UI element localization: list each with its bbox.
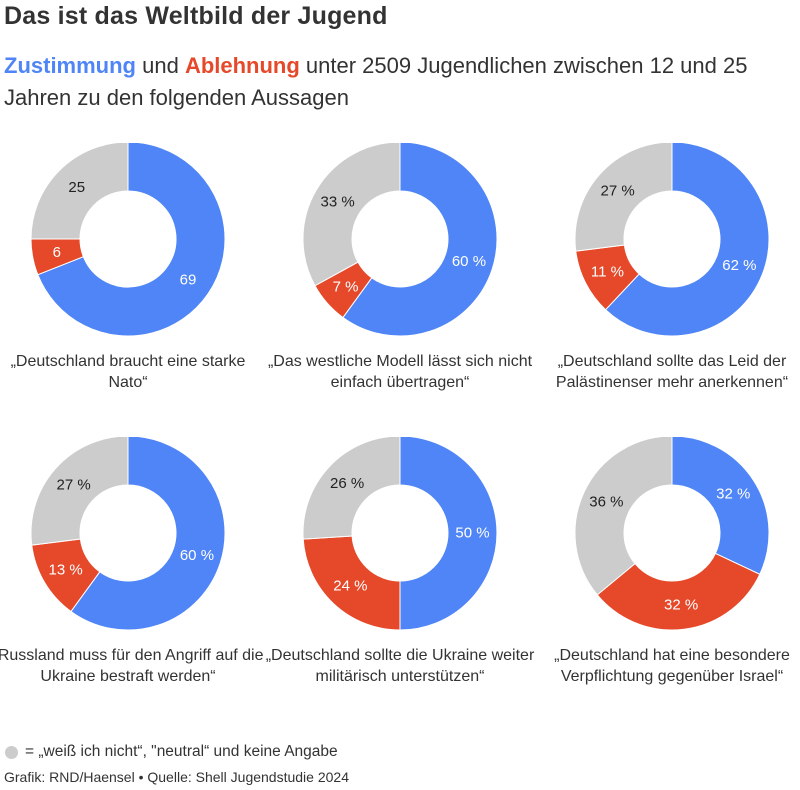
- slice-label-ablehnung: 6: [53, 244, 61, 261]
- slice-zustimmung: [604, 143, 770, 337]
- donut-chart: 69 6 25 „Deutschland braucht eine starke Na…: [0, 143, 264, 428]
- subtitle-and: und: [136, 53, 185, 78]
- slice-neutral: [574, 437, 673, 596]
- slice-neutral: [574, 143, 673, 252]
- donut-chart: 62 % 11 % 27 % „Deutschland sollte das Leid…: [536, 143, 800, 428]
- subtitle-disagree-label: Ablehnung: [184, 53, 300, 78]
- slice-zustimmung: [671, 437, 770, 575]
- slice-zustimmung: [70, 437, 226, 631]
- legend: = „weiß ich nicht“, "neutral“ und keine …: [4, 743, 338, 761]
- donut-chart: 60 % 13 % 27 % „Russland muss für den Angri…: [0, 437, 264, 722]
- slice-label-neutral: 33 %: [320, 194, 354, 211]
- slice-label-ablehnung: 13 %: [48, 561, 82, 578]
- donut-chart: 50 % 24 % 26 % „Deutschland sollte die Ukra…: [264, 437, 536, 722]
- slice-zustimmung: [37, 143, 226, 337]
- subtitle-agree-label: Zustimmung: [4, 53, 136, 78]
- subtitle: Zustimmung und Ablehnung unter 2509 Juge…: [4, 50, 794, 114]
- slice-neutral: [302, 143, 401, 287]
- slice-ablehnung: [302, 535, 401, 631]
- slice-label-zustimmung: 60 %: [452, 253, 486, 270]
- slice-label-neutral: 27 %: [57, 477, 91, 494]
- slice-neutral: [302, 437, 401, 540]
- statement-caption: „Das westliche Modell lässt sich nicht e…: [267, 353, 533, 391]
- slice-label-zustimmung: 50 %: [455, 525, 489, 542]
- donut-svg: 50 % 24 % 26 %: [302, 437, 498, 631]
- donut-chart: 60 % 7 % 33 % „Das westliche Modell lässt s…: [264, 143, 536, 428]
- slice-label-zustimmung: 69: [180, 271, 197, 288]
- statement-caption: „Russland muss für den Angriff auf die U…: [0, 647, 264, 685]
- slice-ablehnung: [596, 552, 761, 631]
- donut-svg: 32 % 32 % 36 %: [574, 437, 770, 631]
- slice-label-neutral: 25: [68, 179, 85, 196]
- subtitle-rest: unter 2509 Jugendlichen zwischen 12 und …: [4, 53, 748, 110]
- slice-label-neutral: 36 %: [589, 494, 623, 511]
- page-title: Das ist das Weltbild der Jugend: [4, 2, 388, 30]
- statement-caption: „Deutschland hat eine besondere Verpflic…: [554, 647, 790, 685]
- statement-caption: „Deutschland braucht eine starke Nato“: [10, 353, 246, 391]
- statement-caption: „Deutschland sollte die Ukraine weiter m…: [265, 647, 535, 685]
- slice-zustimmung: [342, 143, 498, 337]
- slice-label-neutral: 27 %: [601, 183, 635, 200]
- donut-svg: 60 % 7 % 33 %: [302, 143, 498, 337]
- slice-zustimmung: [399, 437, 498, 631]
- donut-svg: 60 % 13 % 27 %: [30, 437, 226, 631]
- slice-label-ablehnung: 11 %: [591, 263, 624, 280]
- slice-neutral: [30, 143, 129, 240]
- slice-label-zustimmung: 62 %: [722, 257, 756, 274]
- donut-svg: 62 % 11 % 27 %: [574, 143, 770, 337]
- slice-label-ablehnung: 32 %: [664, 596, 698, 613]
- neutral-legend-dot: [5, 745, 18, 759]
- slice-label-ablehnung: 7 %: [333, 278, 359, 295]
- slice-label-zustimmung: 60 %: [180, 547, 214, 564]
- statement-caption: „Deutschland sollte das Leid der Palästi…: [555, 353, 789, 391]
- donut-svg: 69 6 25: [30, 143, 226, 337]
- donut-chart: 32 % 32 % 36 % „Deutschland hat eine besond…: [536, 437, 800, 722]
- legend-text: = „weiß ich nicht“, "neutral“ und keine …: [25, 743, 338, 760]
- slice-label-ablehnung: 24 %: [333, 577, 367, 594]
- source-note: Grafik: RND/Haensel • Quelle: Shell Juge…: [4, 769, 349, 785]
- slice-label-zustimmung: 32 %: [716, 486, 750, 503]
- slice-label-neutral: 26 %: [330, 475, 364, 492]
- slice-neutral: [30, 437, 129, 546]
